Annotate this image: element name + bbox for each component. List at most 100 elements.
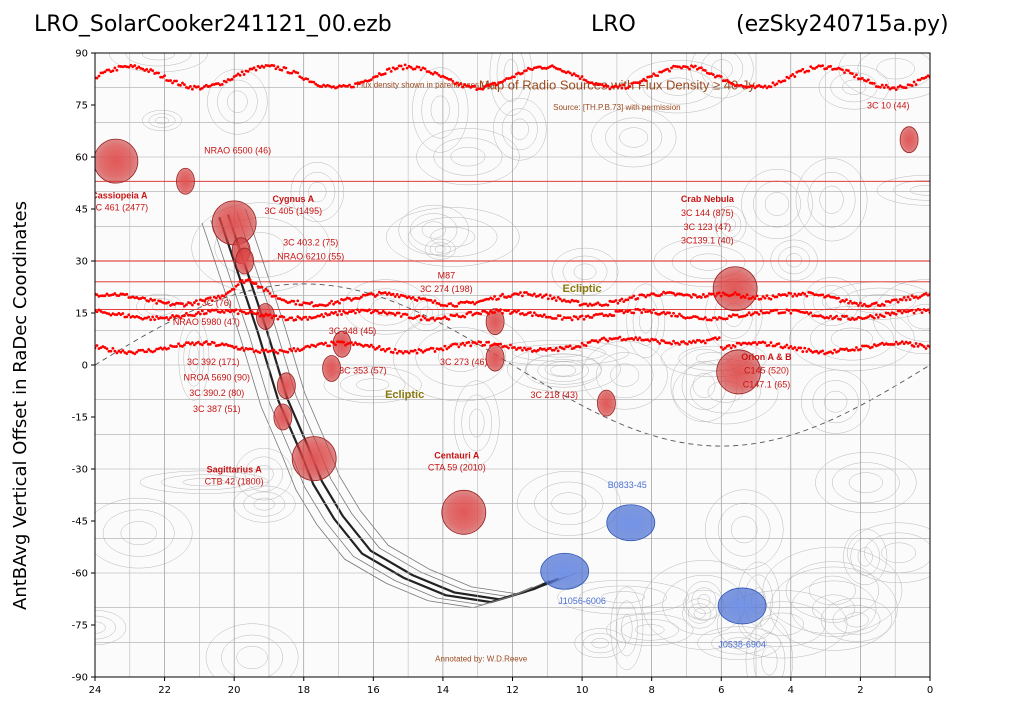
trace-point — [695, 67, 699, 71]
trace-point — [419, 349, 423, 352]
red-source-1 — [176, 167, 195, 195]
trace-point — [127, 313, 131, 317]
trace-point — [403, 63, 407, 67]
trace-point — [113, 66, 117, 70]
trace-point — [497, 309, 500, 313]
x-tick-label: 20 — [228, 685, 241, 696]
contour — [610, 586, 644, 671]
trace-point — [872, 82, 876, 85]
trace-point — [495, 308, 498, 311]
trace-point — [912, 311, 916, 315]
trace-point — [214, 296, 218, 300]
red-source-4 — [235, 247, 255, 275]
title-script: (ezSky240715a.py) — [736, 12, 949, 37]
trace-point — [920, 294, 924, 298]
trace-point — [711, 73, 715, 77]
trace-point — [393, 295, 397, 298]
trace-point — [105, 292, 109, 296]
trace-point — [467, 340, 471, 344]
contour — [653, 237, 764, 288]
contour — [606, 613, 694, 646]
trace-point — [395, 293, 399, 296]
trace-point — [568, 300, 572, 304]
trace-point — [845, 347, 848, 351]
trace-point — [622, 83, 626, 87]
trace-point — [769, 341, 773, 344]
contour — [398, 204, 469, 256]
contour — [876, 58, 915, 80]
red-source-2 — [211, 200, 257, 246]
contour — [619, 127, 649, 148]
trace-point — [759, 297, 763, 301]
trace-point — [113, 292, 117, 295]
trace-point — [204, 340, 208, 343]
trace-point — [189, 301, 192, 305]
trace-point — [274, 294, 278, 298]
trace-point — [801, 350, 805, 353]
trace-point — [451, 314, 455, 318]
trace-point — [882, 315, 886, 319]
trace-point — [896, 309, 900, 313]
trace-point — [528, 347, 532, 350]
trace-point — [127, 350, 131, 354]
trace-point — [588, 81, 592, 85]
source-label-7: 3C (76) — [202, 298, 232, 308]
trace-point — [632, 294, 636, 298]
trace-point — [95, 344, 99, 347]
trace-point — [360, 295, 363, 299]
trace-point — [697, 338, 701, 342]
contour — [141, 53, 176, 61]
trace-point — [833, 316, 836, 319]
trace-point — [191, 314, 194, 317]
trace-point — [252, 282, 256, 285]
trace-point — [618, 84, 622, 87]
trace-point — [328, 313, 331, 316]
contour — [421, 221, 446, 239]
trace-point — [882, 86, 886, 89]
trace-point — [264, 348, 268, 352]
trace-point — [407, 316, 411, 320]
trace-point — [880, 83, 884, 87]
trace-point — [356, 308, 359, 312]
trace-point — [429, 298, 433, 302]
trace-point — [713, 336, 717, 340]
trace-point — [371, 345, 375, 349]
trace-point — [910, 294, 914, 298]
trace-point — [145, 350, 149, 354]
trace-point — [286, 350, 290, 354]
trace-point — [187, 86, 190, 90]
trace-point — [914, 83, 918, 86]
trace-point — [147, 70, 151, 73]
trace-point — [175, 301, 178, 305]
trace-point — [505, 345, 508, 349]
red-source-14 — [441, 489, 487, 535]
trace-point — [433, 318, 437, 322]
trace-point — [292, 346, 296, 350]
trace-point — [674, 293, 677, 297]
trace-point — [924, 347, 928, 350]
contour — [890, 291, 930, 342]
trace-point — [707, 72, 711, 76]
trace-point — [308, 302, 312, 306]
trace-point — [924, 292, 928, 295]
trace-point — [902, 86, 906, 89]
trace-point — [761, 85, 765, 89]
trace-point — [169, 316, 172, 320]
trace-point — [745, 293, 749, 297]
trace-point — [737, 341, 741, 345]
contour — [95, 497, 193, 569]
trace-point — [596, 301, 600, 305]
contour — [492, 97, 547, 161]
trace-point — [721, 317, 725, 321]
trace-point — [479, 312, 483, 316]
trace-point — [310, 301, 314, 304]
trace-point — [906, 295, 910, 299]
trace-point — [866, 78, 870, 82]
trace-point — [274, 314, 278, 318]
trace-point — [898, 341, 902, 345]
trace-point — [286, 318, 290, 322]
trace-point — [584, 79, 588, 82]
trace-point — [584, 344, 588, 348]
contour — [848, 472, 883, 493]
trace-point — [417, 296, 421, 300]
